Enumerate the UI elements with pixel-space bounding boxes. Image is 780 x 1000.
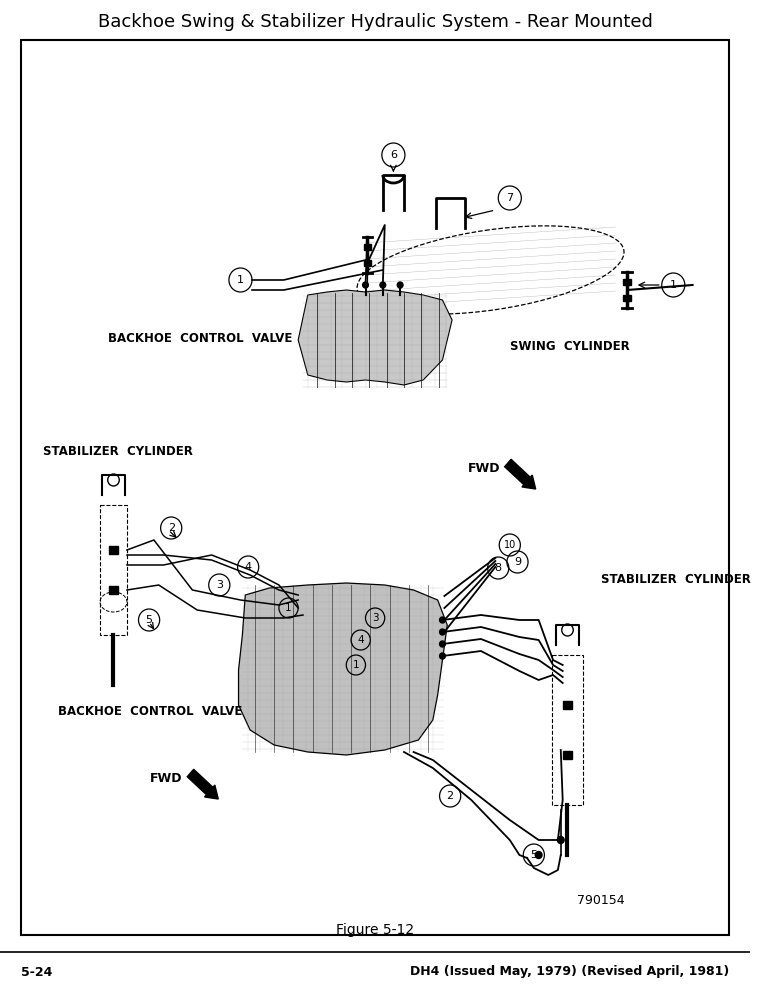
Text: 4: 4: [245, 562, 252, 572]
Bar: [562, 701, 573, 709]
Text: 5: 5: [146, 615, 153, 625]
Text: DH4 (Issued May, 1979) (Revised April, 1981): DH4 (Issued May, 1979) (Revised April, 1…: [410, 966, 729, 978]
Text: FWD: FWD: [151, 772, 183, 784]
Text: 5: 5: [530, 850, 537, 860]
Text: 2: 2: [168, 523, 175, 533]
Text: 5-24: 5-24: [21, 966, 52, 978]
Bar: [363, 260, 371, 266]
Text: 790154: 790154: [577, 894, 625, 906]
Text: 7: 7: [506, 193, 513, 203]
Text: 1: 1: [353, 660, 360, 670]
Polygon shape: [239, 583, 447, 755]
Text: 4: 4: [357, 635, 364, 645]
Circle shape: [535, 852, 542, 858]
Text: 1: 1: [237, 275, 244, 285]
Bar: [100, 505, 127, 635]
Circle shape: [440, 629, 445, 635]
Circle shape: [440, 641, 445, 647]
Text: SWING  CYLINDER: SWING CYLINDER: [510, 340, 629, 353]
Text: STABILIZER  CYLINDER: STABILIZER CYLINDER: [601, 573, 751, 586]
Bar: [623, 279, 631, 285]
Text: BACKHOE  CONTROL  VALVE: BACKHOE CONTROL VALVE: [108, 332, 292, 345]
Text: 3: 3: [216, 580, 223, 590]
Circle shape: [380, 282, 385, 288]
FancyArrow shape: [505, 459, 536, 489]
Circle shape: [558, 836, 564, 844]
Text: 9: 9: [514, 557, 521, 567]
Text: Backhoe Swing & Stabilizer Hydraulic System - Rear Mounted: Backhoe Swing & Stabilizer Hydraulic Sys…: [98, 13, 653, 31]
Bar: [21, 40, 729, 935]
Text: STABILIZER  CYLINDER: STABILIZER CYLINDER: [43, 445, 193, 458]
Text: 10: 10: [504, 540, 516, 550]
Bar: [108, 546, 119, 554]
Text: 1: 1: [670, 280, 677, 290]
Bar: [562, 751, 573, 759]
Polygon shape: [298, 290, 452, 385]
Text: 6: 6: [390, 150, 397, 160]
Circle shape: [440, 653, 445, 659]
Text: FWD: FWD: [468, 462, 500, 475]
Bar: [363, 244, 371, 250]
Text: 1: 1: [285, 603, 292, 613]
Text: Figure 5-12: Figure 5-12: [336, 923, 414, 937]
Circle shape: [440, 617, 445, 623]
Text: 2: 2: [447, 791, 454, 801]
Circle shape: [397, 282, 403, 288]
Text: 8: 8: [495, 563, 502, 573]
FancyArrow shape: [187, 769, 218, 799]
Bar: [552, 655, 583, 805]
Text: BACKHOE  CONTROL  VALVE: BACKHOE CONTROL VALVE: [58, 705, 242, 718]
Bar: [623, 295, 631, 301]
Text: 3: 3: [372, 613, 378, 623]
Bar: [108, 586, 119, 594]
Circle shape: [363, 282, 368, 288]
